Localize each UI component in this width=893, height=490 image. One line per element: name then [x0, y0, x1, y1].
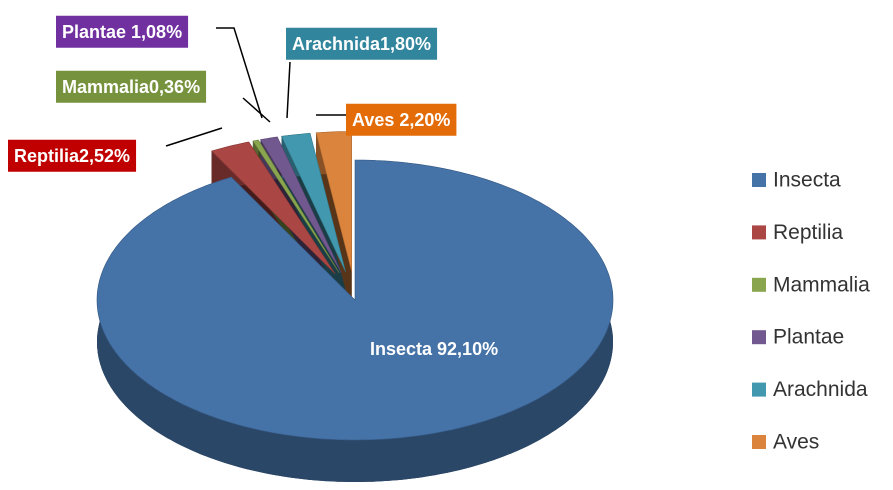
label-box: [56, 70, 207, 103]
data-label: Aves 2,20%: [352, 110, 450, 130]
legend-swatch: [752, 173, 766, 187]
leader-line: [242, 97, 271, 123]
leader-line: [165, 127, 223, 147]
legend-label: Reptilia: [773, 221, 843, 244]
legend-swatch: [752, 277, 766, 292]
leader-line: [286, 61, 291, 119]
legend-swatch: [752, 330, 766, 345]
slice: [260, 136, 342, 273]
label-box: [8, 139, 137, 172]
slice: [211, 141, 336, 275]
data-label: Arachnida1,80%: [292, 34, 431, 54]
label-box: [346, 103, 457, 136]
legend-label: Mammalia: [773, 273, 870, 296]
legend-label: Arachnida: [773, 378, 868, 401]
label-box: [56, 15, 189, 48]
data-label: Plantae 1,08%: [62, 22, 182, 42]
legend-swatch: [752, 225, 766, 240]
data-label: Insecta 92,10%: [370, 339, 498, 359]
legend-swatch: [752, 382, 766, 397]
legend-label: Aves: [773, 431, 819, 454]
slice: [281, 132, 346, 273]
leader-line: [216, 27, 263, 119]
label-box: [286, 27, 438, 60]
data-label: Mammalia0,36%: [62, 77, 200, 97]
slice: [252, 139, 340, 274]
data-label: Reptilia2,52%: [14, 146, 130, 166]
legend-swatch: [752, 435, 766, 449]
legend-label: Plantae: [773, 326, 844, 349]
legend-label: Insecta: [773, 169, 841, 192]
slice: [96, 159, 614, 441]
